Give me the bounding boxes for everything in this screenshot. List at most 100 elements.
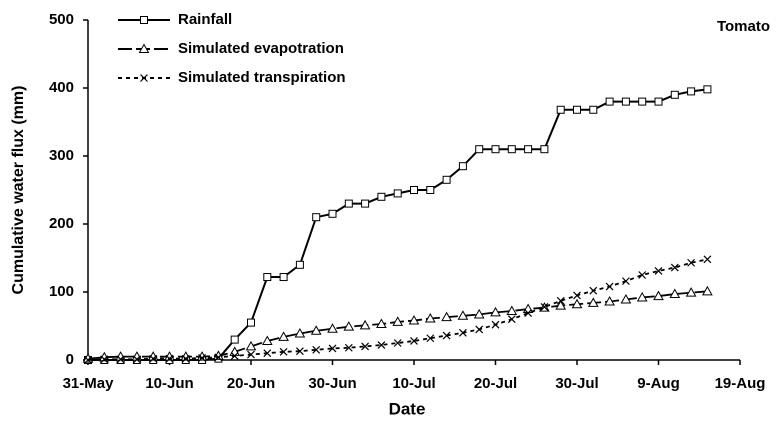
marker bbox=[327, 323, 338, 333]
marker bbox=[540, 303, 549, 311]
marker bbox=[654, 266, 663, 275]
marker bbox=[344, 343, 353, 352]
marker bbox=[457, 310, 469, 320]
annotation: Tomato bbox=[717, 18, 770, 35]
marker bbox=[702, 285, 713, 296]
marker bbox=[556, 105, 565, 114]
marker bbox=[524, 145, 533, 154]
marker bbox=[670, 90, 679, 99]
legend-marker bbox=[140, 16, 148, 24]
marker bbox=[377, 341, 386, 349]
marker bbox=[361, 199, 370, 208]
marker bbox=[410, 337, 418, 345]
marker bbox=[556, 296, 565, 305]
legend-label: Simulated transpiration bbox=[178, 69, 346, 86]
y-tick-label: 500 bbox=[49, 11, 74, 28]
marker bbox=[555, 300, 567, 310]
y-tick-label: 100 bbox=[49, 283, 74, 300]
marker bbox=[328, 344, 337, 353]
x-tick-label: 31-May bbox=[63, 375, 115, 392]
x-tick-label: 19-Aug bbox=[715, 375, 766, 392]
marker bbox=[442, 331, 451, 340]
legend-marker bbox=[140, 74, 148, 82]
marker bbox=[473, 308, 485, 319]
marker bbox=[393, 189, 402, 198]
marker bbox=[653, 290, 664, 301]
marker bbox=[263, 349, 272, 358]
marker bbox=[230, 351, 239, 360]
marker bbox=[604, 296, 615, 306]
marker bbox=[295, 260, 304, 269]
marker bbox=[359, 319, 371, 330]
y-tick-label: 400 bbox=[49, 79, 74, 96]
marker bbox=[165, 354, 174, 363]
marker bbox=[376, 318, 387, 328]
marker bbox=[310, 325, 322, 335]
legend-label: Rainfall bbox=[178, 11, 232, 28]
legend-label: Simulated evapotration bbox=[178, 40, 344, 57]
marker bbox=[491, 320, 500, 329]
marker bbox=[441, 311, 452, 322]
x-tick-label: 20-Jun bbox=[227, 375, 275, 392]
marker bbox=[377, 192, 386, 201]
marker bbox=[214, 353, 223, 362]
marker bbox=[458, 328, 467, 337]
marker bbox=[100, 355, 109, 364]
marker bbox=[279, 273, 288, 282]
marker bbox=[587, 297, 599, 307]
marker bbox=[426, 186, 435, 194]
marker bbox=[687, 258, 696, 267]
x-tick-label: 9-Aug bbox=[637, 375, 680, 392]
marker bbox=[245, 340, 257, 351]
marker bbox=[247, 318, 255, 327]
x-tick-label: 30-Jul bbox=[555, 375, 598, 392]
marker bbox=[116, 355, 125, 364]
y-tick-label: 0 bbox=[66, 351, 74, 368]
series-line bbox=[87, 258, 708, 361]
marker bbox=[263, 273, 272, 282]
marker bbox=[198, 354, 207, 362]
marker bbox=[408, 315, 420, 325]
y-axis-title: Cumulative water flux (mm) bbox=[10, 86, 27, 295]
marker bbox=[605, 282, 614, 291]
marker bbox=[573, 291, 581, 300]
marker bbox=[247, 350, 255, 359]
marker bbox=[343, 321, 355, 331]
marker bbox=[687, 87, 696, 96]
x-tick-label: 20-Jul bbox=[474, 375, 517, 392]
marker bbox=[426, 334, 435, 343]
marker bbox=[393, 339, 402, 347]
marker bbox=[571, 298, 583, 309]
marker bbox=[295, 347, 304, 356]
marker bbox=[344, 199, 353, 208]
legend-marker bbox=[138, 43, 150, 53]
marker bbox=[392, 316, 404, 326]
marker bbox=[605, 97, 614, 106]
marker bbox=[703, 255, 712, 264]
marker bbox=[685, 287, 697, 297]
marker bbox=[84, 356, 92, 364]
marker bbox=[621, 277, 630, 286]
marker bbox=[410, 186, 418, 194]
marker bbox=[621, 97, 630, 106]
marker bbox=[312, 213, 321, 222]
marker bbox=[669, 288, 681, 299]
marker bbox=[424, 313, 436, 323]
marker bbox=[181, 354, 190, 363]
marker bbox=[638, 97, 647, 106]
marker bbox=[506, 305, 518, 316]
marker bbox=[230, 335, 239, 344]
marker bbox=[475, 145, 484, 154]
marker bbox=[475, 325, 484, 334]
marker bbox=[328, 209, 337, 218]
marker bbox=[442, 175, 451, 184]
marker bbox=[458, 162, 467, 171]
marker bbox=[491, 145, 500, 154]
marker bbox=[638, 271, 647, 279]
marker bbox=[490, 306, 501, 317]
marker bbox=[149, 354, 158, 363]
marker bbox=[507, 145, 516, 154]
marker bbox=[540, 145, 549, 154]
marker bbox=[620, 293, 632, 304]
marker bbox=[589, 286, 598, 295]
